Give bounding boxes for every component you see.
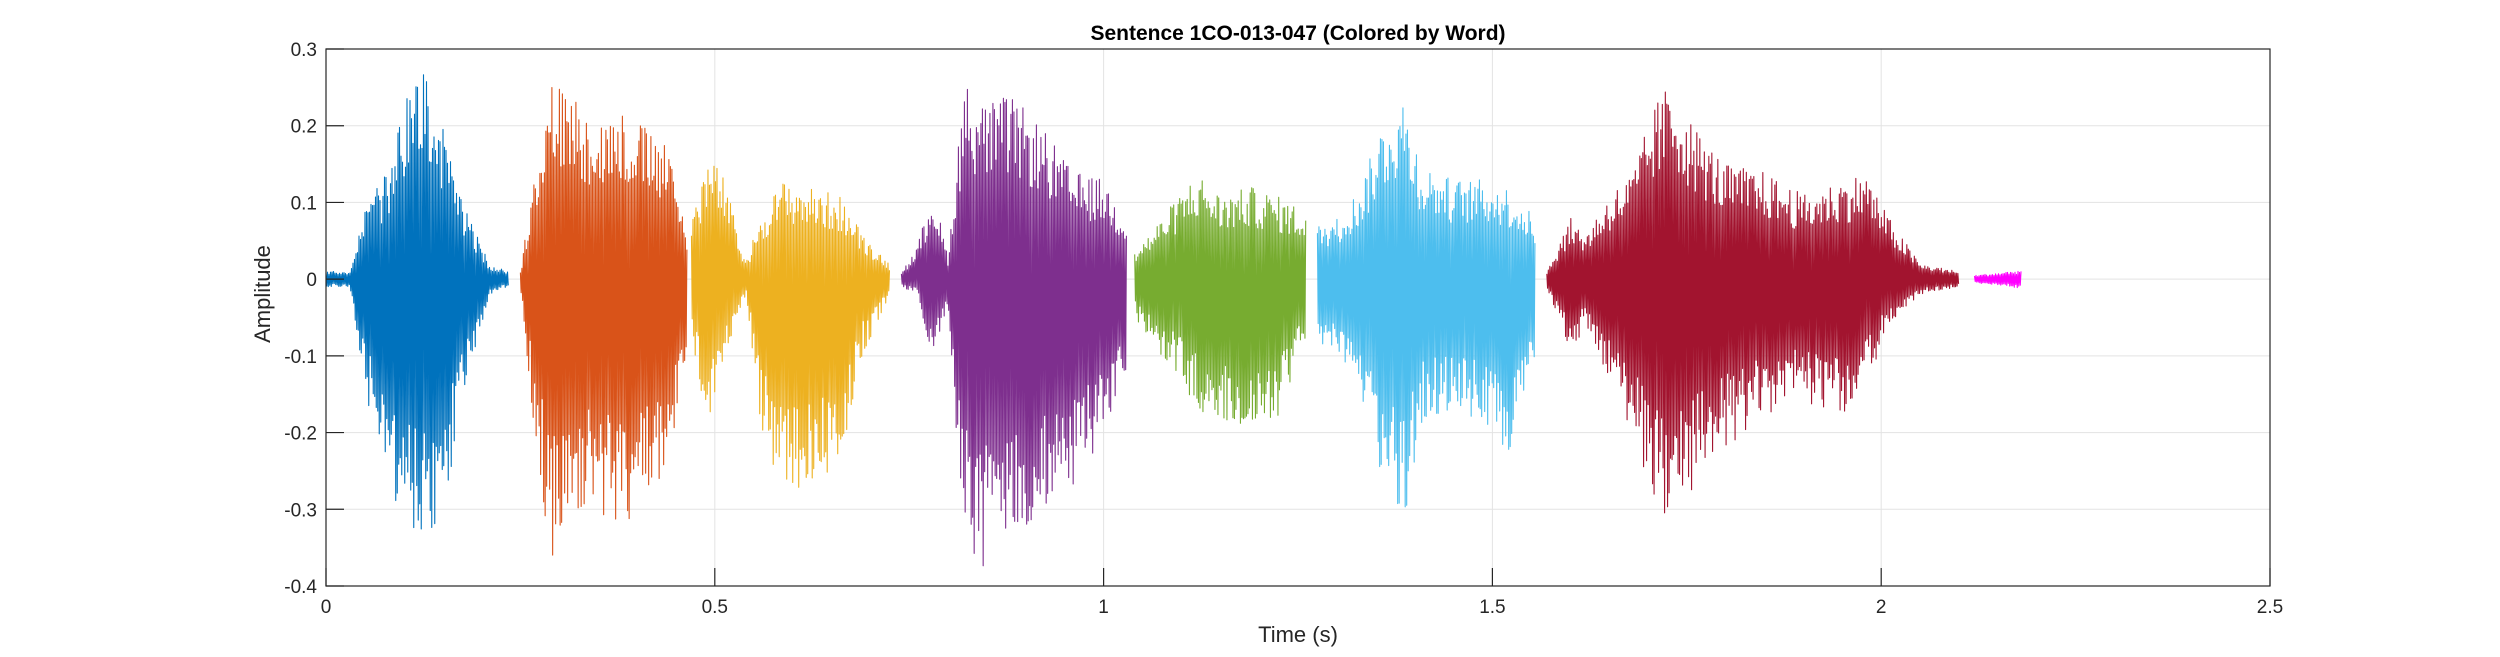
y-tick-label: -0.3: [284, 500, 317, 521]
y-tick-label: -0.1: [284, 347, 317, 368]
x-tick-label: 0: [321, 597, 332, 618]
word-segment-1: [325, 74, 509, 530]
chart-title: Sentence 1CO-013-047 (Colored by Word): [1090, 22, 1505, 45]
word-segment-2: [519, 87, 688, 556]
axes-box: [325, 48, 2271, 587]
y-tick-label: 0.1: [291, 193, 317, 214]
word-segment-3: [690, 165, 891, 488]
y-tick-label: 0: [306, 270, 317, 291]
word-segment-5: [1134, 180, 1307, 424]
x-tick-label: 2: [1876, 597, 1887, 618]
x-tick-label: 0.5: [702, 597, 728, 618]
x-axis-label: Time (s): [1258, 622, 1338, 647]
y-axis-label: Amplitude: [250, 245, 275, 343]
word-segment-6: [1316, 107, 1536, 508]
word-segment-8: [1973, 270, 2022, 289]
y-tick-label: 0.2: [291, 117, 317, 138]
y-tick-label: -0.2: [284, 424, 317, 445]
x-tick-label: 1.5: [1479, 597, 1505, 618]
y-tick-label: -0.4: [284, 577, 317, 598]
signal-layer: [325, 74, 2022, 567]
word-segment-4: [900, 88, 1127, 567]
x-tick-label: 2.5: [2257, 597, 2283, 618]
x-tick-label: 1: [1098, 597, 1109, 618]
word-segment-7: [1546, 91, 1960, 514]
axis-ticks: 0 0.5 1 1.5 2 2.5 0.3 0.2 0.1 0 -0.1 -0.2 -0.3 -0.4: [284, 40, 2283, 618]
y-tick-label: 0.3: [291, 40, 317, 61]
